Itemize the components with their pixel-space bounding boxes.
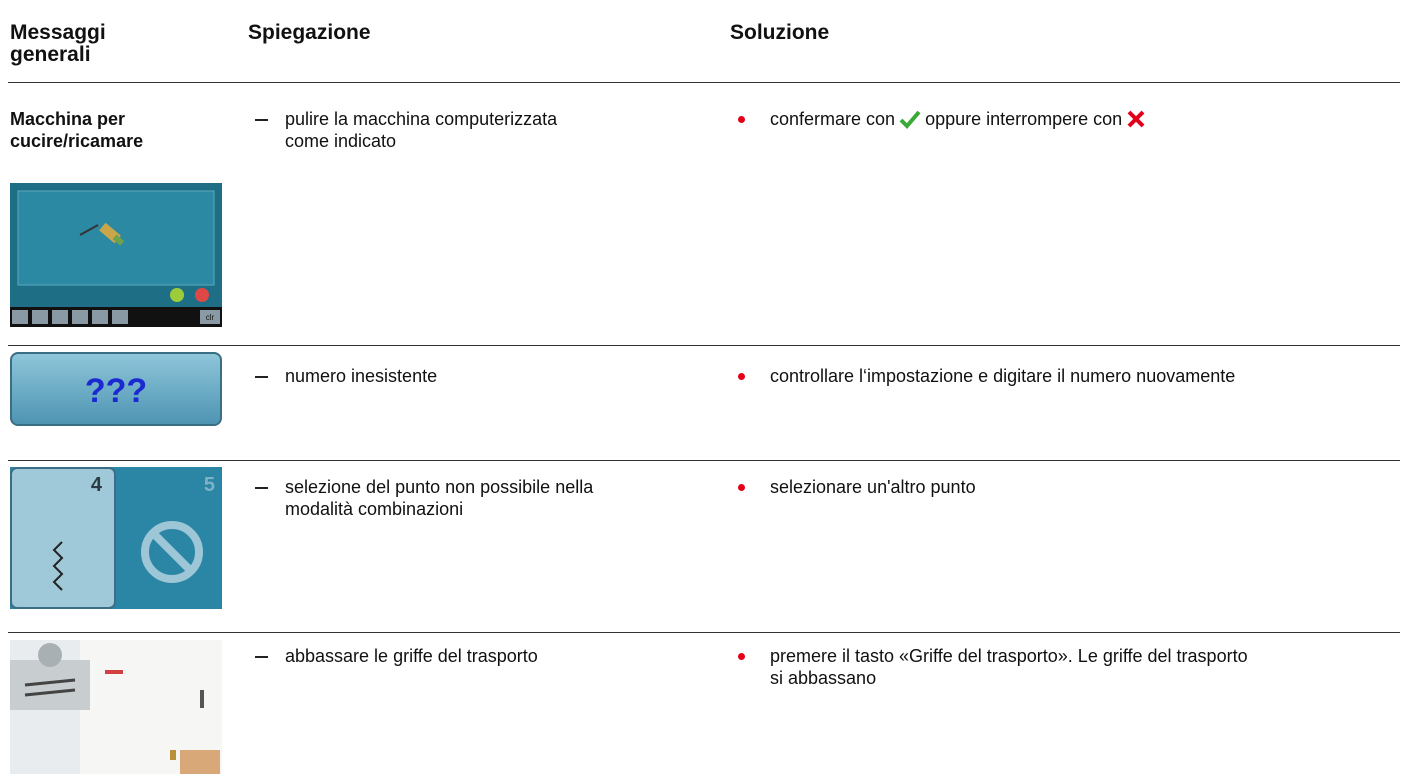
label-line: Macchina per	[10, 109, 126, 129]
text-line: pulire la macchina computerizzata	[285, 109, 558, 129]
header-col1: Messaggi generali	[10, 22, 106, 66]
bullet	[738, 373, 745, 380]
dash	[255, 656, 268, 658]
text-line: selezionare un'altro punto	[770, 477, 976, 497]
header-col2: Spiegazione	[248, 21, 371, 44]
explanation: selezione del punto non possibile nella …	[285, 476, 593, 520]
stitch-image: 4 5	[10, 467, 222, 609]
text-line: modalità combinazioni	[285, 499, 464, 519]
rule	[8, 345, 1400, 346]
rule	[8, 460, 1400, 461]
explanation: abbassare le griffe del trasporto	[285, 645, 538, 667]
rule	[8, 632, 1400, 633]
dash	[255, 487, 268, 489]
header-line: generali	[10, 43, 91, 66]
dash	[255, 376, 268, 378]
text: oppure interrompere con	[925, 109, 1123, 129]
dash	[255, 119, 268, 121]
explanation: pulire la macchina computerizzata come i…	[285, 108, 557, 152]
bullet	[738, 653, 745, 660]
rule	[8, 82, 1400, 83]
explanation: numero inesistente	[285, 365, 437, 387]
bullet	[738, 484, 745, 491]
header-line: Messaggi	[10, 21, 106, 44]
image-text: 4	[91, 474, 103, 496]
text-line: abbassare le griffe del trasporto	[285, 646, 538, 666]
machine-photo	[10, 640, 222, 774]
label-line: cucire/ricamare	[10, 131, 144, 151]
screen-image: clr	[10, 183, 222, 327]
image-text: ???	[85, 372, 147, 410]
check-icon	[899, 110, 921, 129]
image-text: clr	[206, 313, 215, 322]
solution: premere il tasto «Griffe del trasporto».…	[770, 645, 1248, 689]
text-line: numero inesistente	[285, 366, 438, 386]
header-col3: Soluzione	[730, 21, 830, 44]
text: confermare con	[770, 109, 896, 129]
text-line: selezione del punto non possibile nella	[285, 477, 594, 497]
text-line: controllare l‘impostazione e digitare il…	[770, 366, 1236, 386]
text-line: come indicato	[285, 131, 397, 151]
row-label: Macchina per cucire/ricamare	[10, 108, 143, 152]
button-image: ???	[10, 352, 222, 426]
solution: controllare l‘impostazione e digitare il…	[770, 365, 1235, 387]
image-text: 5	[204, 474, 215, 496]
solution: selezionare un'altro punto	[770, 476, 976, 498]
solution: confermare con oppure interrompere con	[770, 108, 1146, 130]
bullet	[738, 116, 745, 123]
cancel-icon	[1127, 110, 1145, 128]
text-line: premere il tasto «Griffe del trasporto».…	[770, 646, 1248, 666]
text-line: si abbassano	[770, 668, 877, 688]
